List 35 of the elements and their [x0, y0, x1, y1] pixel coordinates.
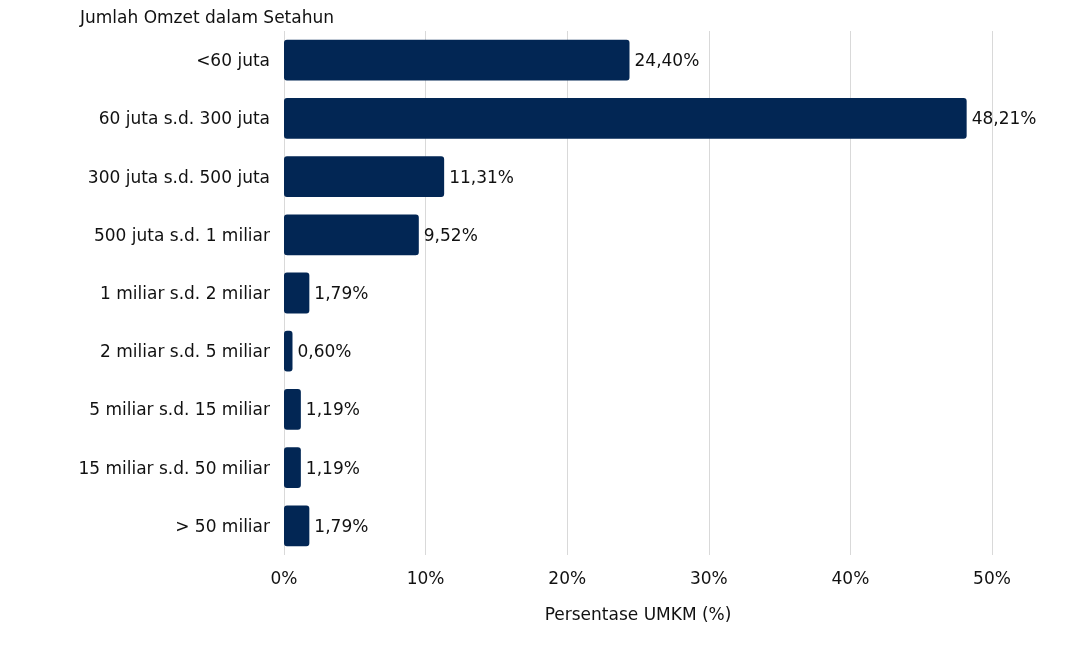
y-tick-label: 2 miliar s.d. 5 miliar — [100, 341, 270, 362]
y-tick-label: 300 juta s.d. 500 juta — [87, 166, 270, 187]
y-tick-label: 15 miliar s.d. 50 miliar — [78, 457, 271, 478]
y-tick-label: > 50 miliar — [175, 515, 270, 536]
data-label: 0,60% — [297, 341, 352, 362]
bar — [284, 39, 630, 81]
y-tick-label: 60 juta s.d. 300 juta — [98, 108, 270, 129]
y-tick-label: <60 juta — [196, 50, 270, 71]
bar — [284, 330, 293, 372]
y-tick-label: 500 juta s.d. 1 miliar — [93, 224, 270, 245]
x-tick-label: 40% — [831, 567, 870, 588]
x-tick-label: 50% — [973, 567, 1011, 588]
data-label: 24,40% — [634, 50, 700, 71]
x-tick-label: 0% — [270, 567, 298, 588]
data-label: 1,79% — [314, 283, 369, 303]
data-label: 11,31% — [449, 166, 514, 187]
data-label: 1,79% — [314, 515, 369, 536]
data-label: 1,19% — [305, 457, 360, 478]
bar — [284, 97, 967, 139]
data-label: 48,21% — [971, 108, 1037, 129]
bar — [284, 214, 419, 256]
data-label: 9,52% — [423, 224, 478, 245]
bar — [284, 447, 301, 489]
y-tick-label: 1 miliar s.d. 2 miliar — [100, 283, 270, 303]
x-tick-label: 30% — [689, 567, 728, 588]
x-tick-label: 10% — [406, 567, 445, 588]
bar — [284, 505, 310, 547]
x-tick-label: 20% — [548, 567, 587, 588]
bar — [284, 389, 301, 430]
y-axis-title: Jumlah Omzet dalam Setahun — [78, 6, 334, 27]
bar — [284, 156, 445, 197]
bar — [284, 272, 310, 314]
x-axis-title: Persentase UMKM (%) — [544, 603, 732, 624]
data-label: 1,19% — [305, 399, 360, 420]
y-tick-label: 5 miliar s.d. 15 miliar — [89, 399, 270, 420]
